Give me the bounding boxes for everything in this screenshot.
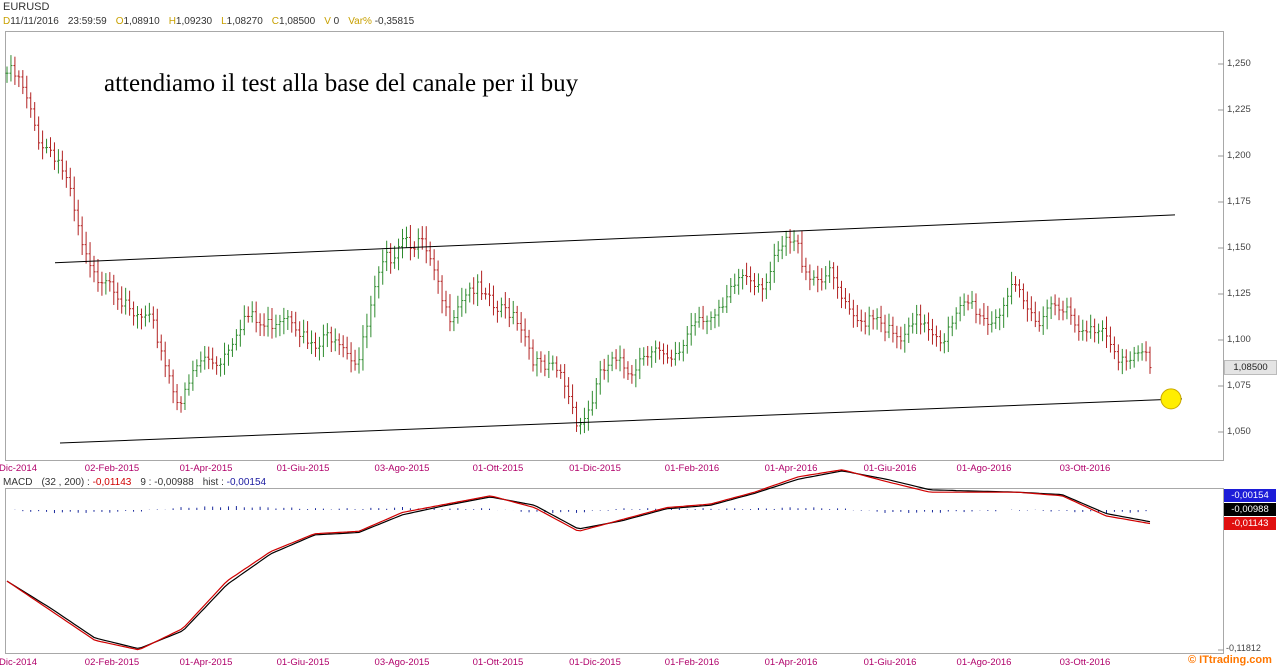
macd-params: (32 , 200) : bbox=[41, 477, 90, 488]
y-tick-label: 1,250 bbox=[1227, 58, 1251, 69]
x-tick-label: 01-Giu-2015 bbox=[276, 657, 330, 668]
time-value: 23:59:59 bbox=[67, 16, 107, 27]
y-tick-label: 1,125 bbox=[1227, 288, 1251, 299]
hist-key: hist : bbox=[202, 477, 224, 488]
x-tick-label: 02-Feb-2015 bbox=[84, 463, 140, 474]
y-tick-label: 1,200 bbox=[1227, 150, 1251, 161]
signal-value: -0,00988 bbox=[154, 477, 194, 488]
close-value: 1,08500 bbox=[279, 16, 316, 27]
x-tick-label: 01-Ott-2015 bbox=[472, 657, 524, 668]
macd-name: MACD bbox=[3, 477, 33, 488]
volume-key: V bbox=[324, 16, 331, 27]
x-tick-label: 02-Feb-2015 bbox=[84, 657, 140, 668]
x-tick-label: 03-Ott-2016 bbox=[1059, 657, 1111, 668]
high-value: 1,09230 bbox=[175, 16, 213, 27]
x-tick-label: Dic-2014 bbox=[0, 657, 38, 668]
y-tick-label: 1,050 bbox=[1227, 426, 1251, 437]
high-key: H bbox=[168, 16, 176, 27]
volume-value: 0 bbox=[333, 16, 340, 27]
channel-lower-line bbox=[59, 398, 1183, 444]
price-panel[interactable] bbox=[5, 31, 1224, 461]
x-tick-label: 01-Apr-2016 bbox=[764, 657, 818, 668]
chart-annotation: attendiamo il test alla base del canale … bbox=[104, 70, 579, 97]
credit-label: © ITtrading.com bbox=[1188, 654, 1272, 666]
x-tick-label: Dic-2014 bbox=[0, 463, 38, 474]
close-key: C bbox=[271, 16, 280, 27]
x-tick-label: 01-Feb-2016 bbox=[664, 463, 720, 474]
signal-key: 9 : bbox=[140, 477, 152, 488]
x-tick-label: 01-Dic-2015 bbox=[569, 657, 621, 668]
y-tick-label: 1,150 bbox=[1227, 242, 1251, 253]
macd-header: MACD (32 , 200) : -0,01143 9 : -0,00988 his… bbox=[3, 477, 266, 488]
low-key: L bbox=[221, 16, 227, 27]
ohlc-readout: D11/11/2016 23:59:59 O1,08910 H1,09230 L1,08… bbox=[3, 16, 414, 27]
x-tick-label: 03-Ago-2015 bbox=[374, 657, 430, 668]
x-tick-label: 01-Ott-2015 bbox=[472, 463, 524, 474]
y-tick-label: 1,100 bbox=[1227, 334, 1251, 345]
channel-test-marker bbox=[1160, 388, 1182, 410]
var-key: Var% bbox=[348, 16, 372, 27]
macd-value: -0,01143 bbox=[92, 477, 132, 488]
x-tick-label: 03-Ott-2016 bbox=[1059, 463, 1111, 474]
macd-line bbox=[6, 469, 1151, 651]
low-value: 1,08270 bbox=[226, 16, 263, 27]
open-value: 1,08910 bbox=[123, 16, 160, 27]
var-value: -0,35815 bbox=[374, 16, 415, 27]
x-tick-label: 01-Dic-2015 bbox=[569, 463, 621, 474]
x-tick-label: 01-Giu-2016 bbox=[863, 463, 917, 474]
date-key: D bbox=[3, 16, 11, 27]
symbol-title: EURUSD bbox=[3, 1, 50, 13]
signal-badge: -0,00988 bbox=[1224, 503, 1276, 516]
y-tick-label: 1,225 bbox=[1227, 104, 1251, 115]
open-key: O bbox=[115, 16, 124, 27]
x-tick-label: 01-Apr-2015 bbox=[179, 463, 233, 474]
x-tick-label: 01-Giu-2016 bbox=[863, 657, 917, 668]
hist-value: -0,00154 bbox=[226, 477, 267, 488]
x-tick-label: 01-Ago-2016 bbox=[956, 463, 1012, 474]
channel-upper-line bbox=[54, 214, 1176, 264]
date-value: 11/11/2016 bbox=[10, 16, 59, 27]
x-tick-label: 01-Giu-2015 bbox=[276, 463, 330, 474]
hist-badge: -0,00154 bbox=[1224, 489, 1276, 502]
x-tick-label: 01-Ago-2016 bbox=[956, 657, 1012, 668]
y-tick-label: 1,075 bbox=[1227, 380, 1251, 391]
macd-panel[interactable] bbox=[5, 488, 1224, 654]
x-tick-label: 01-Apr-2016 bbox=[764, 463, 818, 474]
last-price-tag: 1,08500 bbox=[1224, 360, 1277, 375]
macd-badge: -0,01143 bbox=[1224, 517, 1276, 530]
x-tick-label: 01-Feb-2016 bbox=[664, 657, 720, 668]
y-tick-label: 1,175 bbox=[1227, 196, 1251, 207]
signal-line bbox=[6, 470, 1151, 649]
x-tick-label: 03-Ago-2015 bbox=[374, 463, 430, 474]
x-tick-label: 01-Apr-2015 bbox=[179, 657, 233, 668]
macd-min-label: -0,11812 bbox=[1226, 643, 1261, 653]
